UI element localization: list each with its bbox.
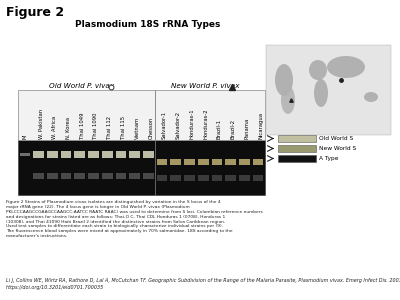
Ellipse shape — [327, 56, 365, 78]
Bar — [184, 159, 195, 165]
Text: Thai 112: Thai 112 — [107, 116, 112, 139]
Text: Thai 1090: Thai 1090 — [94, 112, 98, 139]
Bar — [74, 151, 85, 158]
Bar — [155, 90, 265, 140]
Bar — [129, 173, 140, 178]
Ellipse shape — [281, 86, 295, 114]
Text: Brazil-1: Brazil-1 — [217, 119, 222, 139]
Bar — [18, 90, 155, 140]
Bar — [157, 159, 168, 165]
Text: Old World S: Old World S — [319, 136, 353, 141]
Text: Honduras-1: Honduras-1 — [190, 108, 194, 139]
Bar — [116, 173, 126, 178]
Text: Panama: Panama — [244, 118, 250, 139]
Bar — [212, 176, 222, 181]
Text: Vietnam: Vietnam — [135, 117, 140, 139]
Bar — [143, 151, 154, 158]
Bar — [278, 145, 316, 152]
Text: Figure 2: Figure 2 — [6, 6, 64, 19]
Bar — [18, 140, 265, 195]
Text: Thai 1049: Thai 1049 — [80, 112, 85, 139]
Bar — [74, 173, 85, 178]
Bar — [239, 176, 250, 181]
Ellipse shape — [364, 92, 378, 102]
Text: Salvador-2: Salvador-2 — [176, 111, 181, 139]
Bar — [88, 151, 99, 158]
Text: Honduras-2: Honduras-2 — [203, 108, 208, 139]
Bar — [61, 151, 71, 158]
Bar — [102, 173, 112, 178]
Bar — [102, 151, 112, 158]
Bar — [170, 159, 181, 165]
Ellipse shape — [314, 79, 328, 107]
Bar — [116, 151, 126, 158]
Text: Plasmodium 18S rRNA Types: Plasmodium 18S rRNA Types — [75, 20, 221, 29]
Text: M: M — [22, 134, 27, 139]
Text: Salvador-1: Salvador-1 — [162, 111, 167, 139]
Bar — [157, 176, 168, 181]
Bar — [212, 159, 222, 165]
Bar — [278, 155, 316, 162]
Text: Thai 115: Thai 115 — [121, 116, 126, 139]
Text: New World S: New World S — [319, 146, 356, 151]
Bar — [225, 176, 236, 181]
Bar — [33, 151, 44, 158]
Bar — [143, 173, 154, 178]
Ellipse shape — [275, 64, 293, 96]
Bar — [61, 173, 71, 178]
Bar — [47, 173, 58, 178]
Bar — [47, 151, 58, 158]
Bar — [20, 153, 30, 156]
Text: W. Pakistan: W. Pakistan — [38, 109, 44, 139]
Text: Figure 2 Strains of Plasmodium vivax isolates are distinguished by variation in : Figure 2 Strains of Plasmodium vivax iso… — [6, 200, 263, 238]
Bar — [198, 159, 209, 165]
Bar — [239, 159, 250, 165]
Bar — [266, 45, 391, 135]
Bar — [129, 151, 140, 158]
Bar — [184, 176, 195, 181]
Text: N. Korea: N. Korea — [66, 117, 71, 139]
Bar — [253, 176, 264, 181]
Text: Brazil-2: Brazil-2 — [231, 119, 236, 139]
Bar — [170, 176, 181, 181]
Text: Nicaragua: Nicaragua — [258, 112, 263, 139]
Text: Old World P. vivax: Old World P. vivax — [49, 83, 114, 89]
Ellipse shape — [309, 60, 327, 80]
Text: Li J, Collins WE, Wirtz RA, Rathore D, Lal A, McCutchan TF. Geographic Subdivisi: Li J, Collins WE, Wirtz RA, Rathore D, L… — [6, 278, 400, 290]
Text: Chesson: Chesson — [148, 117, 153, 139]
Bar — [225, 159, 236, 165]
Bar — [253, 159, 264, 165]
Bar — [88, 173, 99, 178]
Bar — [198, 176, 209, 181]
Text: A Type: A Type — [319, 156, 338, 161]
Text: New World P. vivax: New World P. vivax — [171, 83, 239, 89]
Bar — [278, 135, 316, 142]
Bar — [33, 173, 44, 178]
Text: W. Africa: W. Africa — [52, 116, 57, 139]
